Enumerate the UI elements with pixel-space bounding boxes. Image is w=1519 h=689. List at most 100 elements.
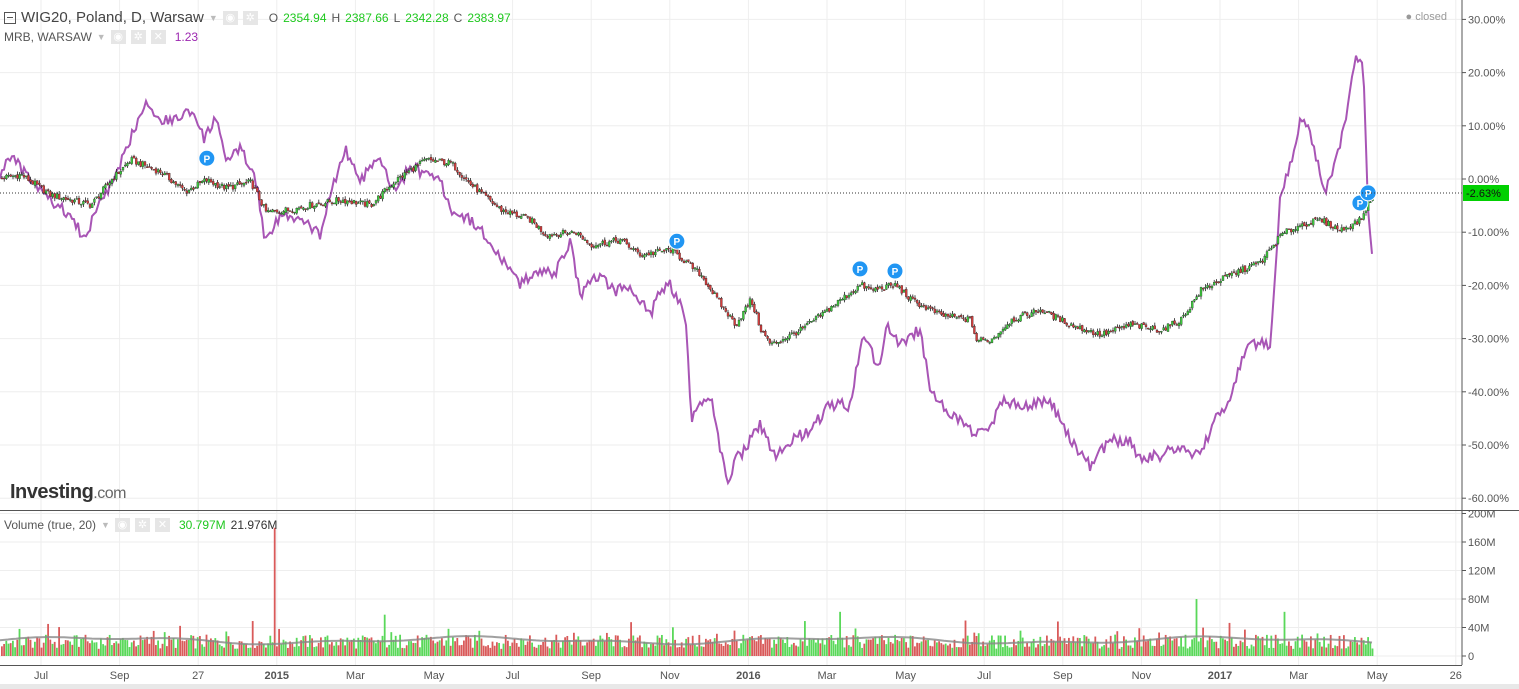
volume-bar	[1048, 645, 1050, 656]
volume-bar	[1239, 640, 1242, 656]
volume-bar	[832, 640, 835, 656]
volume-bar	[113, 643, 115, 656]
candle-up	[902, 290, 906, 293]
volume-bar	[1301, 634, 1303, 656]
volume-bar	[346, 637, 349, 656]
volume-title[interactable]: Volume (true, 20)	[4, 518, 97, 532]
price-tick-label: -30.00%	[1468, 334, 1509, 346]
logo-suffix: .com	[93, 485, 126, 502]
chevron-down-icon[interactable]: ▼	[96, 32, 106, 42]
candle-down	[726, 312, 730, 317]
volume-bar	[214, 638, 217, 656]
volume-bar	[291, 643, 294, 656]
volume-bar	[416, 635, 419, 656]
candle-down	[775, 341, 778, 344]
compare-title[interactable]: MRB, WARSAW	[4, 30, 92, 44]
candle-up	[645, 253, 648, 256]
volume-bar	[1131, 647, 1134, 656]
volume-bar	[368, 638, 371, 656]
candle-down	[630, 248, 633, 250]
volume-moving-average	[0, 635, 1373, 646]
gear-icon[interactable]: ✲	[130, 30, 146, 44]
gear-icon[interactable]: ✲	[242, 10, 258, 25]
candle-up	[553, 234, 556, 236]
candle-down	[256, 187, 259, 192]
eye-icon[interactable]: ◉	[110, 30, 126, 44]
candle-up	[1054, 314, 1057, 321]
price-tick-label: -50.00%	[1468, 440, 1509, 452]
volume-bar	[1338, 635, 1341, 656]
candle-up	[366, 201, 369, 207]
candle-down	[260, 199, 263, 206]
volume-bar	[793, 642, 795, 656]
candle-up	[284, 207, 287, 213]
candle-up	[201, 181, 204, 184]
volume-bar	[432, 640, 434, 656]
volume-bar	[1228, 622, 1231, 656]
volume-bar	[80, 638, 82, 656]
volume-bar	[467, 635, 470, 656]
volume-bar	[1171, 640, 1174, 656]
candle-down	[432, 159, 435, 162]
candle-up	[1008, 324, 1011, 326]
candle-down	[625, 239, 628, 245]
candle-up	[850, 292, 853, 296]
volume-bar	[403, 648, 406, 656]
volume-bar	[601, 638, 604, 656]
candle-up	[374, 200, 378, 204]
volume-bar	[20, 645, 23, 656]
close-icon[interactable]: ✕	[150, 30, 166, 44]
eye-icon[interactable]: ◉	[114, 518, 130, 532]
chevron-down-icon[interactable]: ▼	[101, 520, 110, 530]
volume-bar	[698, 634, 701, 656]
chevron-down-icon[interactable]: ▼	[208, 12, 218, 23]
candle-down	[1217, 281, 1220, 284]
candle-down	[278, 212, 281, 214]
volume-bar	[955, 647, 958, 656]
eye-icon[interactable]: ◉	[222, 10, 238, 25]
candle-up	[977, 339, 980, 342]
candle-up	[748, 298, 752, 308]
candle-down	[355, 201, 358, 205]
candle-up	[172, 181, 175, 183]
candle-up	[280, 213, 283, 215]
symbol-title[interactable]: WIG20, Poland, D, Warsaw	[21, 9, 204, 26]
volume-bar	[1151, 645, 1154, 656]
candle-up	[62, 197, 65, 200]
candle-up	[115, 171, 118, 180]
candle-down	[487, 195, 490, 198]
volume-bar	[1129, 645, 1132, 656]
volume-bar	[478, 630, 481, 656]
gear-icon[interactable]: ✲	[134, 518, 150, 532]
candle-down	[328, 199, 331, 203]
volume-bar	[460, 644, 463, 656]
candle-up	[1103, 330, 1106, 336]
volume-bar	[1283, 611, 1286, 656]
volume-bar	[764, 638, 767, 656]
candle-down	[680, 257, 683, 261]
volume-bar	[1039, 636, 1042, 656]
close-icon[interactable]: ✕	[154, 518, 170, 532]
candle-down	[1118, 327, 1121, 329]
time-tick-label: 27	[192, 670, 204, 682]
volume-bar	[815, 642, 817, 656]
volume-bar	[1017, 640, 1020, 656]
candle-up	[854, 290, 857, 294]
volume-bar	[986, 644, 989, 656]
candle-down	[1208, 285, 1211, 288]
volume-bar	[579, 640, 582, 656]
candle-up	[137, 161, 140, 165]
volume-bar	[1164, 634, 1167, 656]
candle-down	[0, 177, 4, 180]
volume-bar	[1138, 628, 1141, 656]
volume-bar	[84, 634, 87, 656]
collapse-icon[interactable]	[4, 11, 16, 24]
candle-down	[1153, 325, 1156, 330]
volume-bar	[456, 637, 459, 656]
candle-down	[168, 173, 171, 181]
candle-down	[231, 184, 235, 190]
candle-up	[1206, 285, 1209, 288]
volume-bar	[500, 648, 503, 656]
candle-up	[1334, 225, 1337, 230]
